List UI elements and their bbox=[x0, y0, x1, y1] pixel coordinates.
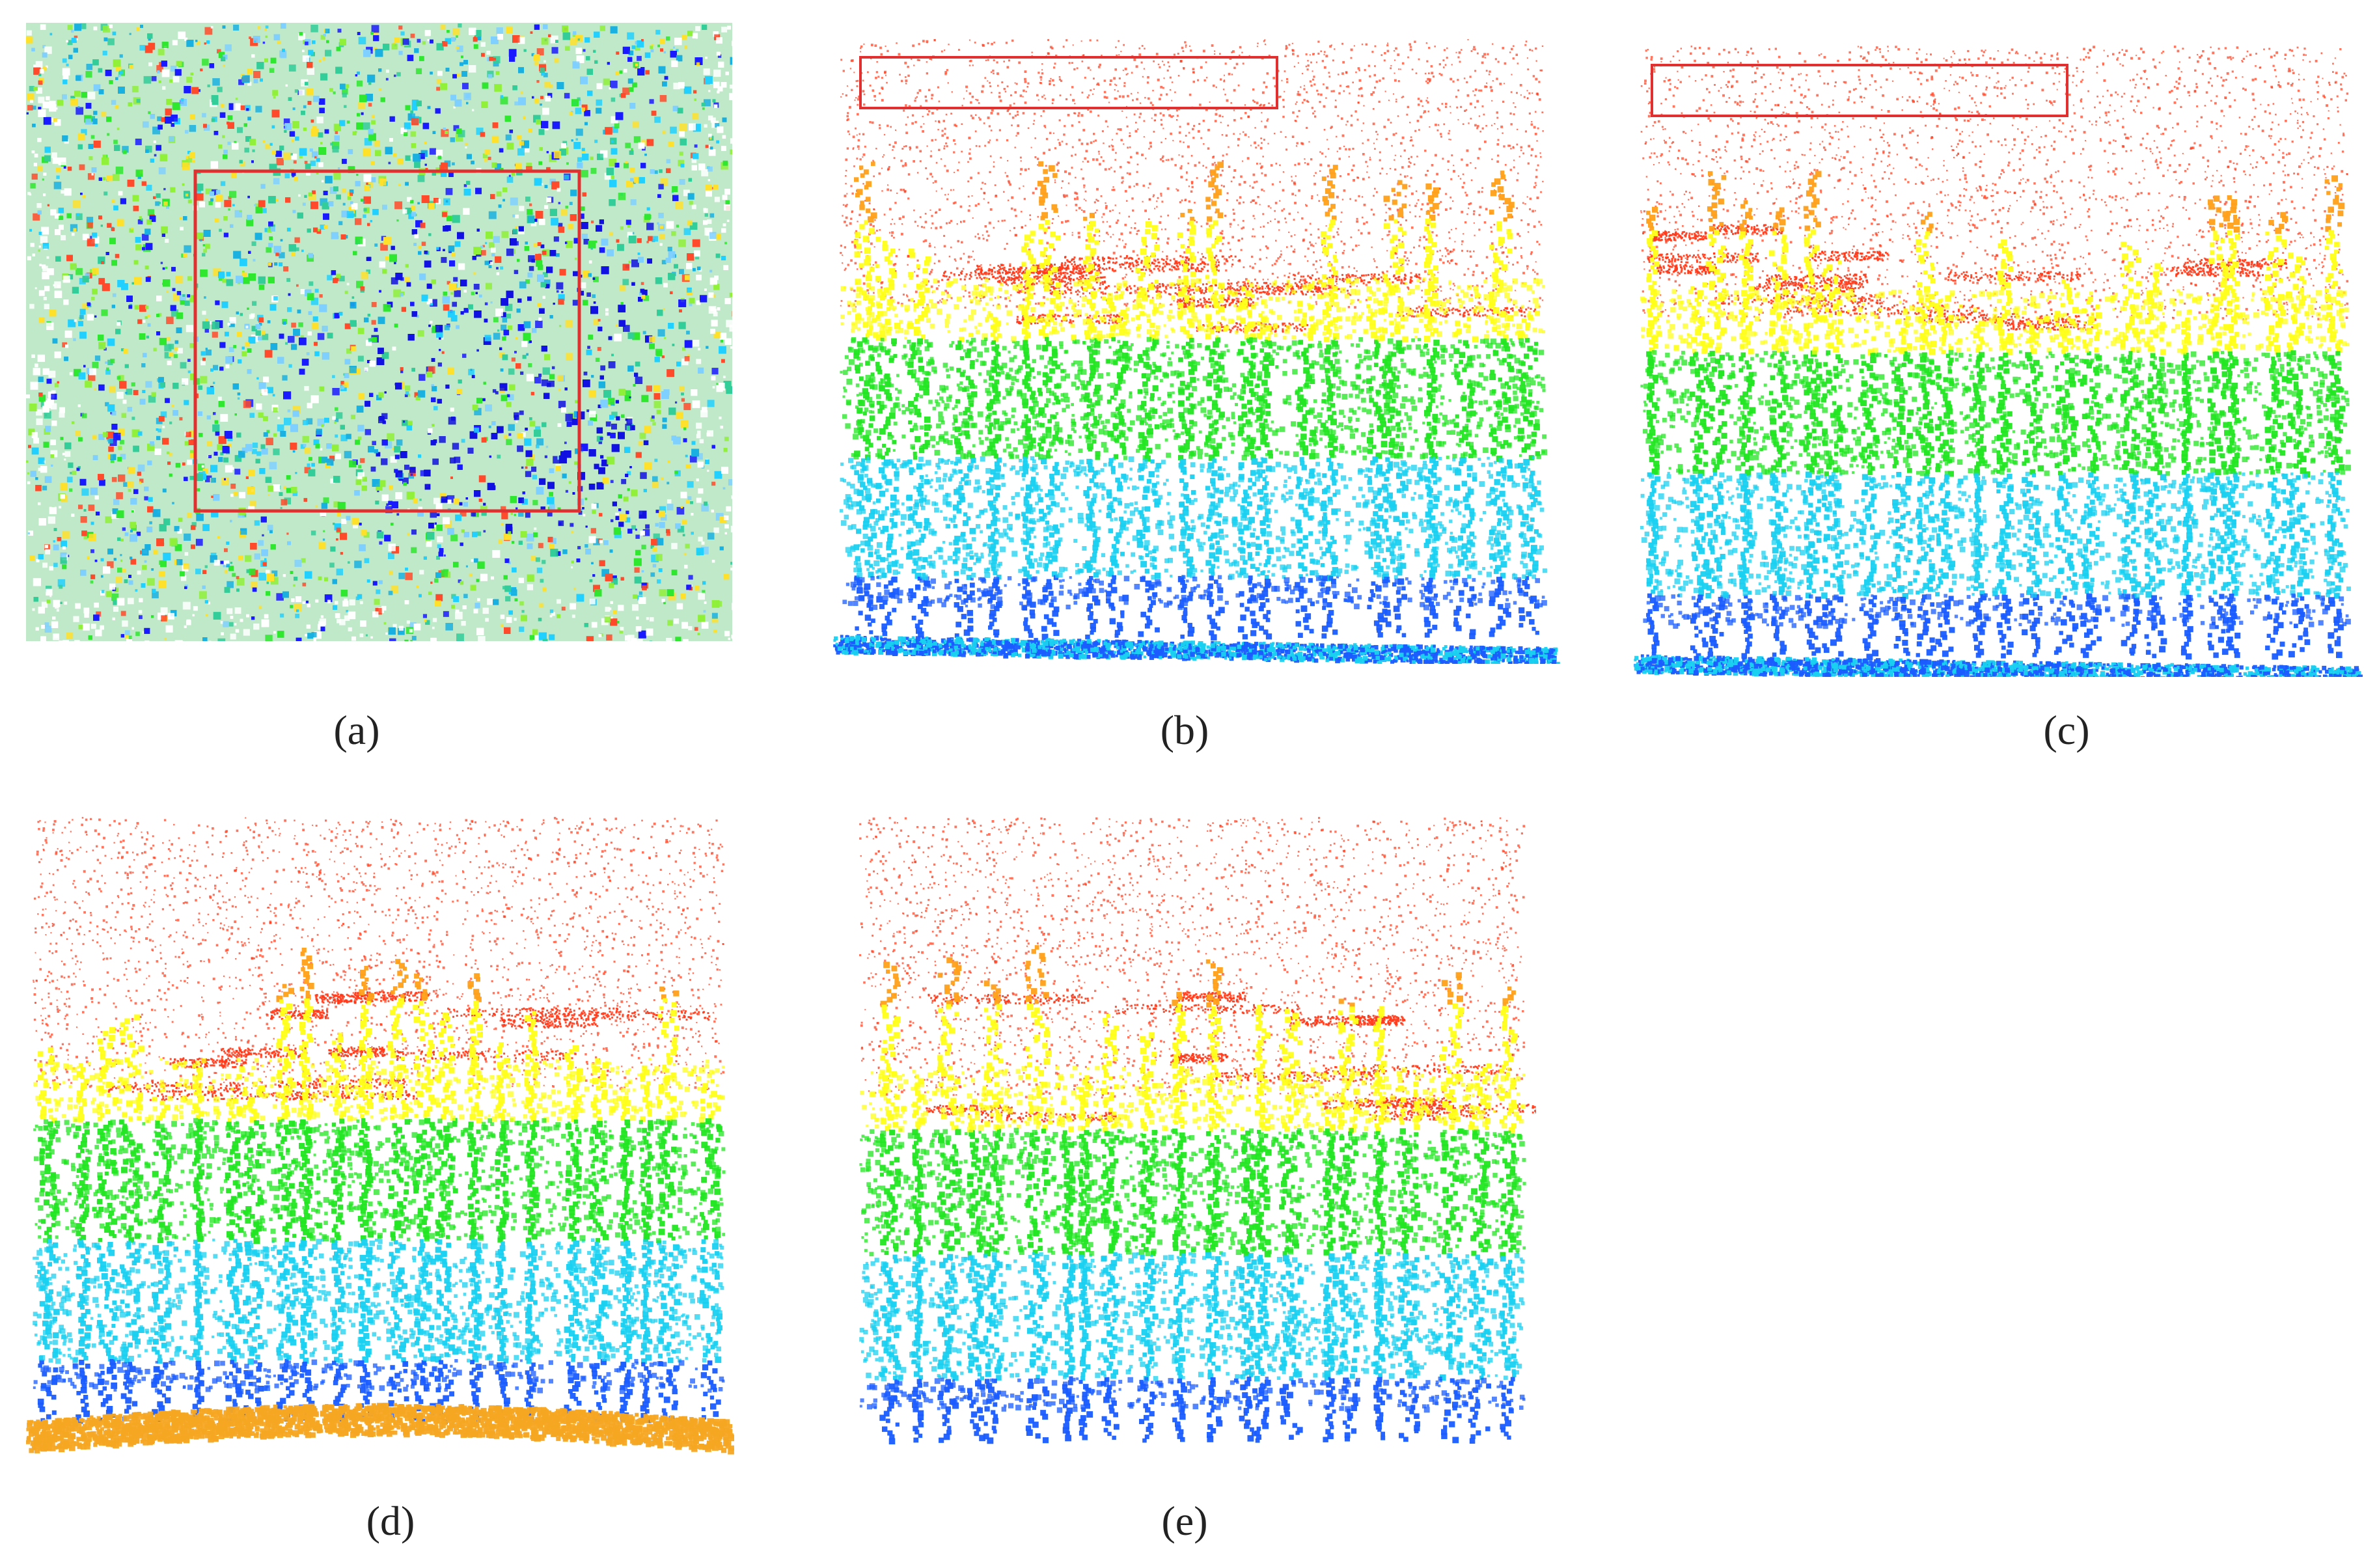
side-view-point-cloud-d bbox=[26, 817, 734, 1455]
caption-b: (b) bbox=[1161, 706, 1209, 754]
side-view-point-cloud-b bbox=[833, 39, 1560, 664]
panel-b bbox=[833, 26, 1562, 664]
side-view-point-cloud-c bbox=[1634, 46, 2363, 677]
highlight-box bbox=[1651, 64, 2068, 117]
highlight-box bbox=[193, 169, 581, 513]
side-view-point-cloud-e bbox=[859, 817, 1536, 1445]
panel-a bbox=[26, 23, 732, 641]
highlight-box bbox=[859, 56, 1278, 109]
panel-c bbox=[1627, 26, 2363, 677]
caption-a: (a) bbox=[333, 706, 379, 754]
panel-d bbox=[26, 804, 735, 1468]
caption-c: (c) bbox=[2043, 706, 2089, 754]
panel-e bbox=[846, 804, 1536, 1468]
caption-e: (e) bbox=[1161, 1497, 1207, 1545]
top-view-point-cloud bbox=[26, 23, 732, 641]
caption-d: (d) bbox=[366, 1497, 415, 1545]
